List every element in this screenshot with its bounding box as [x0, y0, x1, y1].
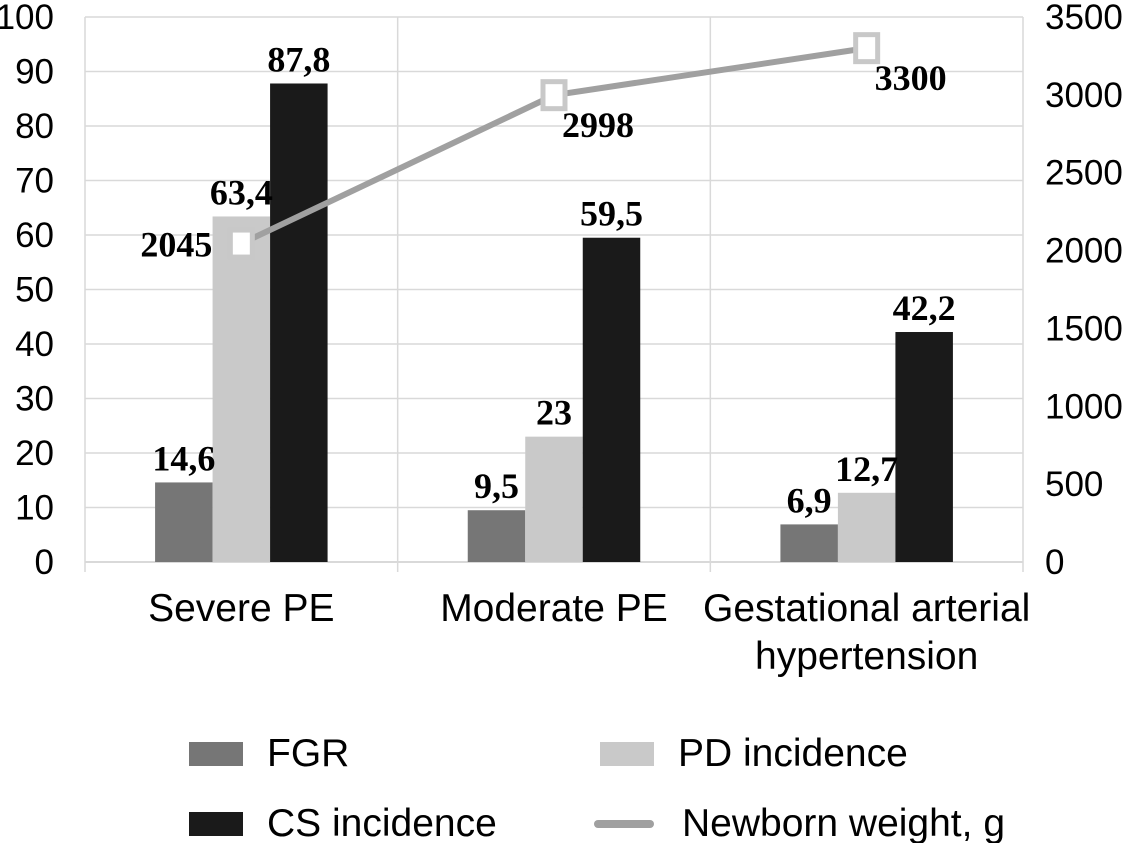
line-marker	[227, 227, 255, 260]
bar-cs-incidence	[582, 237, 641, 562]
left-axis-tick: 10	[15, 489, 54, 528]
bar-fgr	[467, 510, 526, 562]
left-axis-tick: 50	[15, 271, 54, 310]
left-axis-tick: 90	[15, 53, 54, 92]
left-axis-tick: 100	[0, 0, 54, 37]
bar-pd-incidence	[837, 492, 896, 562]
line-value-label: 2998	[562, 105, 634, 145]
right-axis-tick: 1500	[1045, 309, 1123, 348]
right-axis-tick: 2500	[1045, 154, 1123, 193]
left-axis-tick: 0	[35, 543, 54, 582]
bar-pd-incidence	[212, 216, 271, 562]
left-axis-tick: 30	[15, 380, 54, 419]
bar-fgr	[780, 524, 838, 562]
bar-value-label: 14,6	[152, 438, 215, 478]
left-axis-tick: 70	[15, 162, 54, 201]
bar-value-label: 59,5	[580, 194, 643, 234]
bar-fgr	[155, 482, 213, 562]
right-axis-tick: 2000	[1045, 232, 1123, 271]
bar-value-label: 63,4	[210, 172, 273, 212]
newborn-weight-line	[240, 45, 868, 247]
bar-value-label: 42,2	[893, 288, 956, 328]
bar-cs-incidence	[270, 83, 328, 563]
right-axis-tick: 1000	[1045, 387, 1123, 426]
bar-value-label: 6,9	[787, 480, 832, 520]
right-axis-tick: 3000	[1045, 76, 1123, 115]
bar-cs-incidence	[895, 332, 953, 562]
category-label: Gestational arterial hypertension	[703, 587, 1030, 678]
line-marker	[540, 79, 568, 112]
bar-value-label: 23	[536, 393, 572, 433]
bar-value-label: 12,7	[835, 449, 898, 489]
left-axis-tick: 80	[15, 107, 54, 146]
left-axis-tick: 60	[15, 216, 54, 255]
left-axis-tick: 40	[15, 325, 54, 364]
category-label: Moderate PE	[440, 587, 668, 630]
line-value-label: 3300	[875, 58, 947, 98]
bar-pd-incidence	[525, 436, 583, 562]
line-value-label: 2045	[140, 225, 212, 265]
category-label: Severe PE	[148, 587, 334, 630]
line-marker	[853, 32, 881, 65]
bar-value-label: 9,5	[474, 466, 519, 506]
right-axis-tick: 500	[1045, 465, 1103, 504]
right-axis-tick: 3500	[1045, 0, 1123, 37]
left-axis-tick: 20	[15, 434, 54, 473]
bar-value-label: 87,8	[267, 39, 330, 79]
right-axis-tick: 0	[1045, 543, 1064, 582]
